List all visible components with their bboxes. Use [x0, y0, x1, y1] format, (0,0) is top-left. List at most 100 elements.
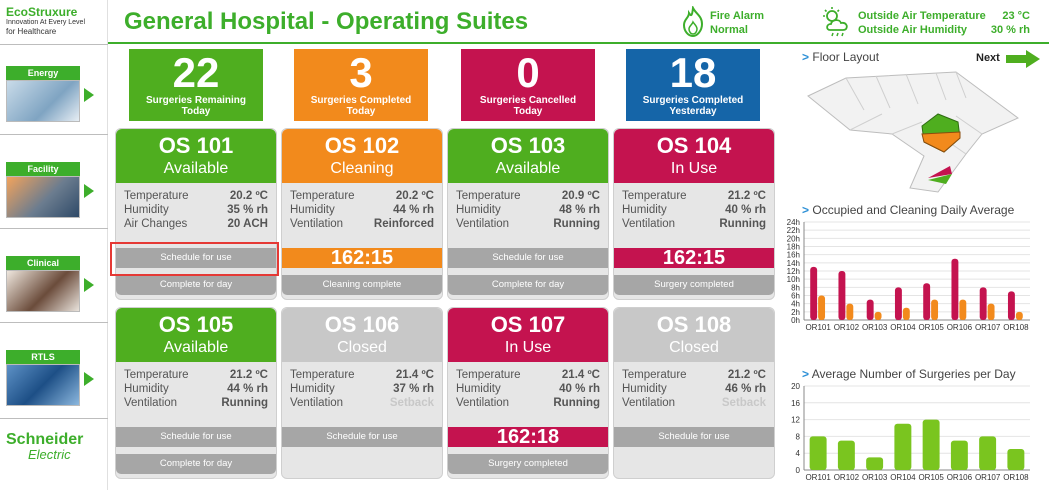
schedule-for-use-button[interactable]: Schedule for use	[614, 427, 774, 447]
outside-air-status: Outside Air Temperature 23 °C Outside Ai…	[858, 9, 1030, 37]
metric-row: Ventilation Running	[456, 396, 600, 410]
metric-row: Temperature 21.4 ºC	[456, 368, 600, 382]
sidebar-divider	[0, 322, 108, 323]
page-title: General Hospital - Operating Suites	[124, 8, 529, 35]
metric-value: Running	[719, 218, 766, 230]
clinical-thumbnail	[6, 270, 80, 312]
x-tick-label: OR105	[918, 323, 944, 332]
sidebar-item-energy[interactable]: Energy	[6, 66, 100, 122]
y-tick-label: 12	[791, 416, 800, 425]
schedule-for-use-button[interactable]: Schedule for use	[116, 427, 276, 447]
fire-alarm-value: Normal	[710, 24, 748, 36]
bar	[866, 299, 874, 320]
metric-row: Humidity 44 % rh	[124, 382, 268, 396]
schedule-for-use-button[interactable]: Schedule for use	[116, 248, 276, 268]
metric-label: Temperature	[622, 369, 687, 381]
room-card-os106: OS 106 Closed Temperature 21.4 ºC Humidit…	[281, 307, 443, 479]
metric-label: Ventilation	[622, 218, 676, 230]
bar	[987, 303, 995, 320]
x-tick-label: OR106	[947, 473, 973, 482]
bar	[894, 423, 912, 470]
metric-row: Temperature 20.9 ºC	[456, 189, 600, 203]
bar	[1007, 291, 1015, 320]
metric-row: Ventilation Reinforced	[290, 217, 434, 231]
next-button[interactable]: Next	[976, 52, 1000, 64]
room-status: Closed	[669, 339, 719, 356]
caret-right-icon: >	[802, 203, 810, 217]
metric-label: Humidity	[622, 383, 667, 395]
room-name: OS 103	[490, 133, 566, 158]
bar	[951, 258, 959, 320]
bar	[818, 295, 826, 320]
cleaning-complete-button[interactable]: Cleaning complete	[282, 275, 442, 295]
room-header: OS 103 Available	[448, 129, 608, 183]
complete-for-day-button[interactable]: Complete for day	[448, 275, 608, 295]
metric-value: 21.2 ºC	[727, 369, 766, 381]
room-header: OS 106 Closed	[282, 308, 442, 362]
room-metrics: Temperature 21.2 ºC Humidity 40 % rh Venti…	[614, 183, 774, 231]
metric-label: Humidity	[290, 204, 335, 216]
bar	[1007, 449, 1025, 470]
surgery-completed-button[interactable]: Surgery completed	[448, 454, 608, 474]
y-tick-label: 10h	[787, 275, 800, 284]
chart-occupied-cleaning-title: > Occupied and Cleaning Daily Average	[802, 203, 1014, 217]
x-tick-label: OR101	[805, 473, 831, 482]
y-tick-label: 18h	[787, 243, 800, 252]
arrow-right-icon[interactable]	[1006, 50, 1040, 68]
y-tick-label: 0	[796, 466, 801, 475]
room-status: In Use	[504, 339, 552, 356]
chevron-right-icon	[84, 184, 94, 198]
outside-humidity-value: 30 % rh	[990, 24, 1030, 36]
sidebar-item-rtls[interactable]: RTLS	[6, 350, 100, 406]
x-tick-label: OR103	[862, 473, 888, 482]
y-tick-label: 16h	[787, 251, 800, 260]
chevron-right-icon	[84, 372, 94, 386]
metric-value: 37 % rh	[393, 383, 434, 395]
summary-cancelled-today: 0 Surgeries Cancelled Today	[461, 49, 595, 121]
metric-row: Humidity 37 % rh	[290, 382, 434, 396]
metric-row: Temperature 21.2 ºC	[622, 368, 766, 382]
metric-label: Ventilation	[290, 218, 344, 230]
sidebar-item-clinical[interactable]: Clinical	[6, 256, 100, 312]
floor-layout-label: Floor Layout	[812, 50, 880, 64]
metric-value: 21.2 ºC	[727, 190, 766, 202]
metric-value: Reinforced	[373, 218, 434, 230]
room-card-os108: OS 108 Closed Temperature 21.2 ºC Humidit…	[613, 307, 775, 479]
chevron-right-icon	[84, 278, 94, 292]
floor-plan-map[interactable]	[806, 70, 1028, 196]
metric-label: Temperature	[456, 190, 521, 202]
bar	[922, 419, 940, 470]
schedule-for-use-button[interactable]: Schedule for use	[448, 248, 608, 268]
summary-completed-today: 3 Surgeries Completed Today	[294, 49, 428, 121]
y-tick-label: 8	[796, 432, 801, 441]
metric-label: Temperature	[124, 369, 189, 381]
summary-label: Today	[181, 106, 211, 117]
bar	[837, 440, 855, 470]
metric-value: 20.2 ºC	[229, 190, 268, 202]
metric-value: 35 % rh	[227, 204, 268, 216]
metric-value: 48 % rh	[559, 204, 600, 216]
x-tick-label: OR101	[805, 323, 831, 332]
room-name: OS 102	[324, 133, 400, 158]
room-card-os107: OS 107 In Use Temperature 21.4 ºC Humidit…	[447, 307, 609, 479]
y-tick-label: 4	[796, 449, 801, 458]
metric-label: Temperature	[290, 190, 355, 202]
metric-row: Humidity 48 % rh	[456, 203, 600, 217]
logo-sub: for Healthcare	[6, 27, 57, 36]
logo-tagline: Innovation At Every Level	[6, 19, 85, 26]
complete-for-day-button[interactable]: Complete for day	[116, 454, 276, 474]
complete-for-day-button[interactable]: Complete for day	[116, 275, 276, 295]
metric-label: Humidity	[290, 383, 335, 395]
summary-value: 3	[349, 49, 373, 96]
room-status: Available	[163, 339, 229, 356]
y-tick-label: 4h	[791, 300, 800, 309]
schedule-for-use-button[interactable]: Schedule for use	[282, 427, 442, 447]
room-timer: 162:18	[448, 427, 608, 447]
surgery-completed-button[interactable]: Surgery completed	[614, 275, 774, 295]
room-card-os103: OS 103 Available Temperature 20.9 ºC Humi…	[447, 128, 609, 300]
summary-label: Today	[513, 106, 543, 117]
room-header: OS 108 Closed	[614, 308, 774, 362]
sidebar-item-facility[interactable]: Facility	[6, 162, 100, 218]
sidebar-item-label: Energy	[6, 66, 80, 80]
